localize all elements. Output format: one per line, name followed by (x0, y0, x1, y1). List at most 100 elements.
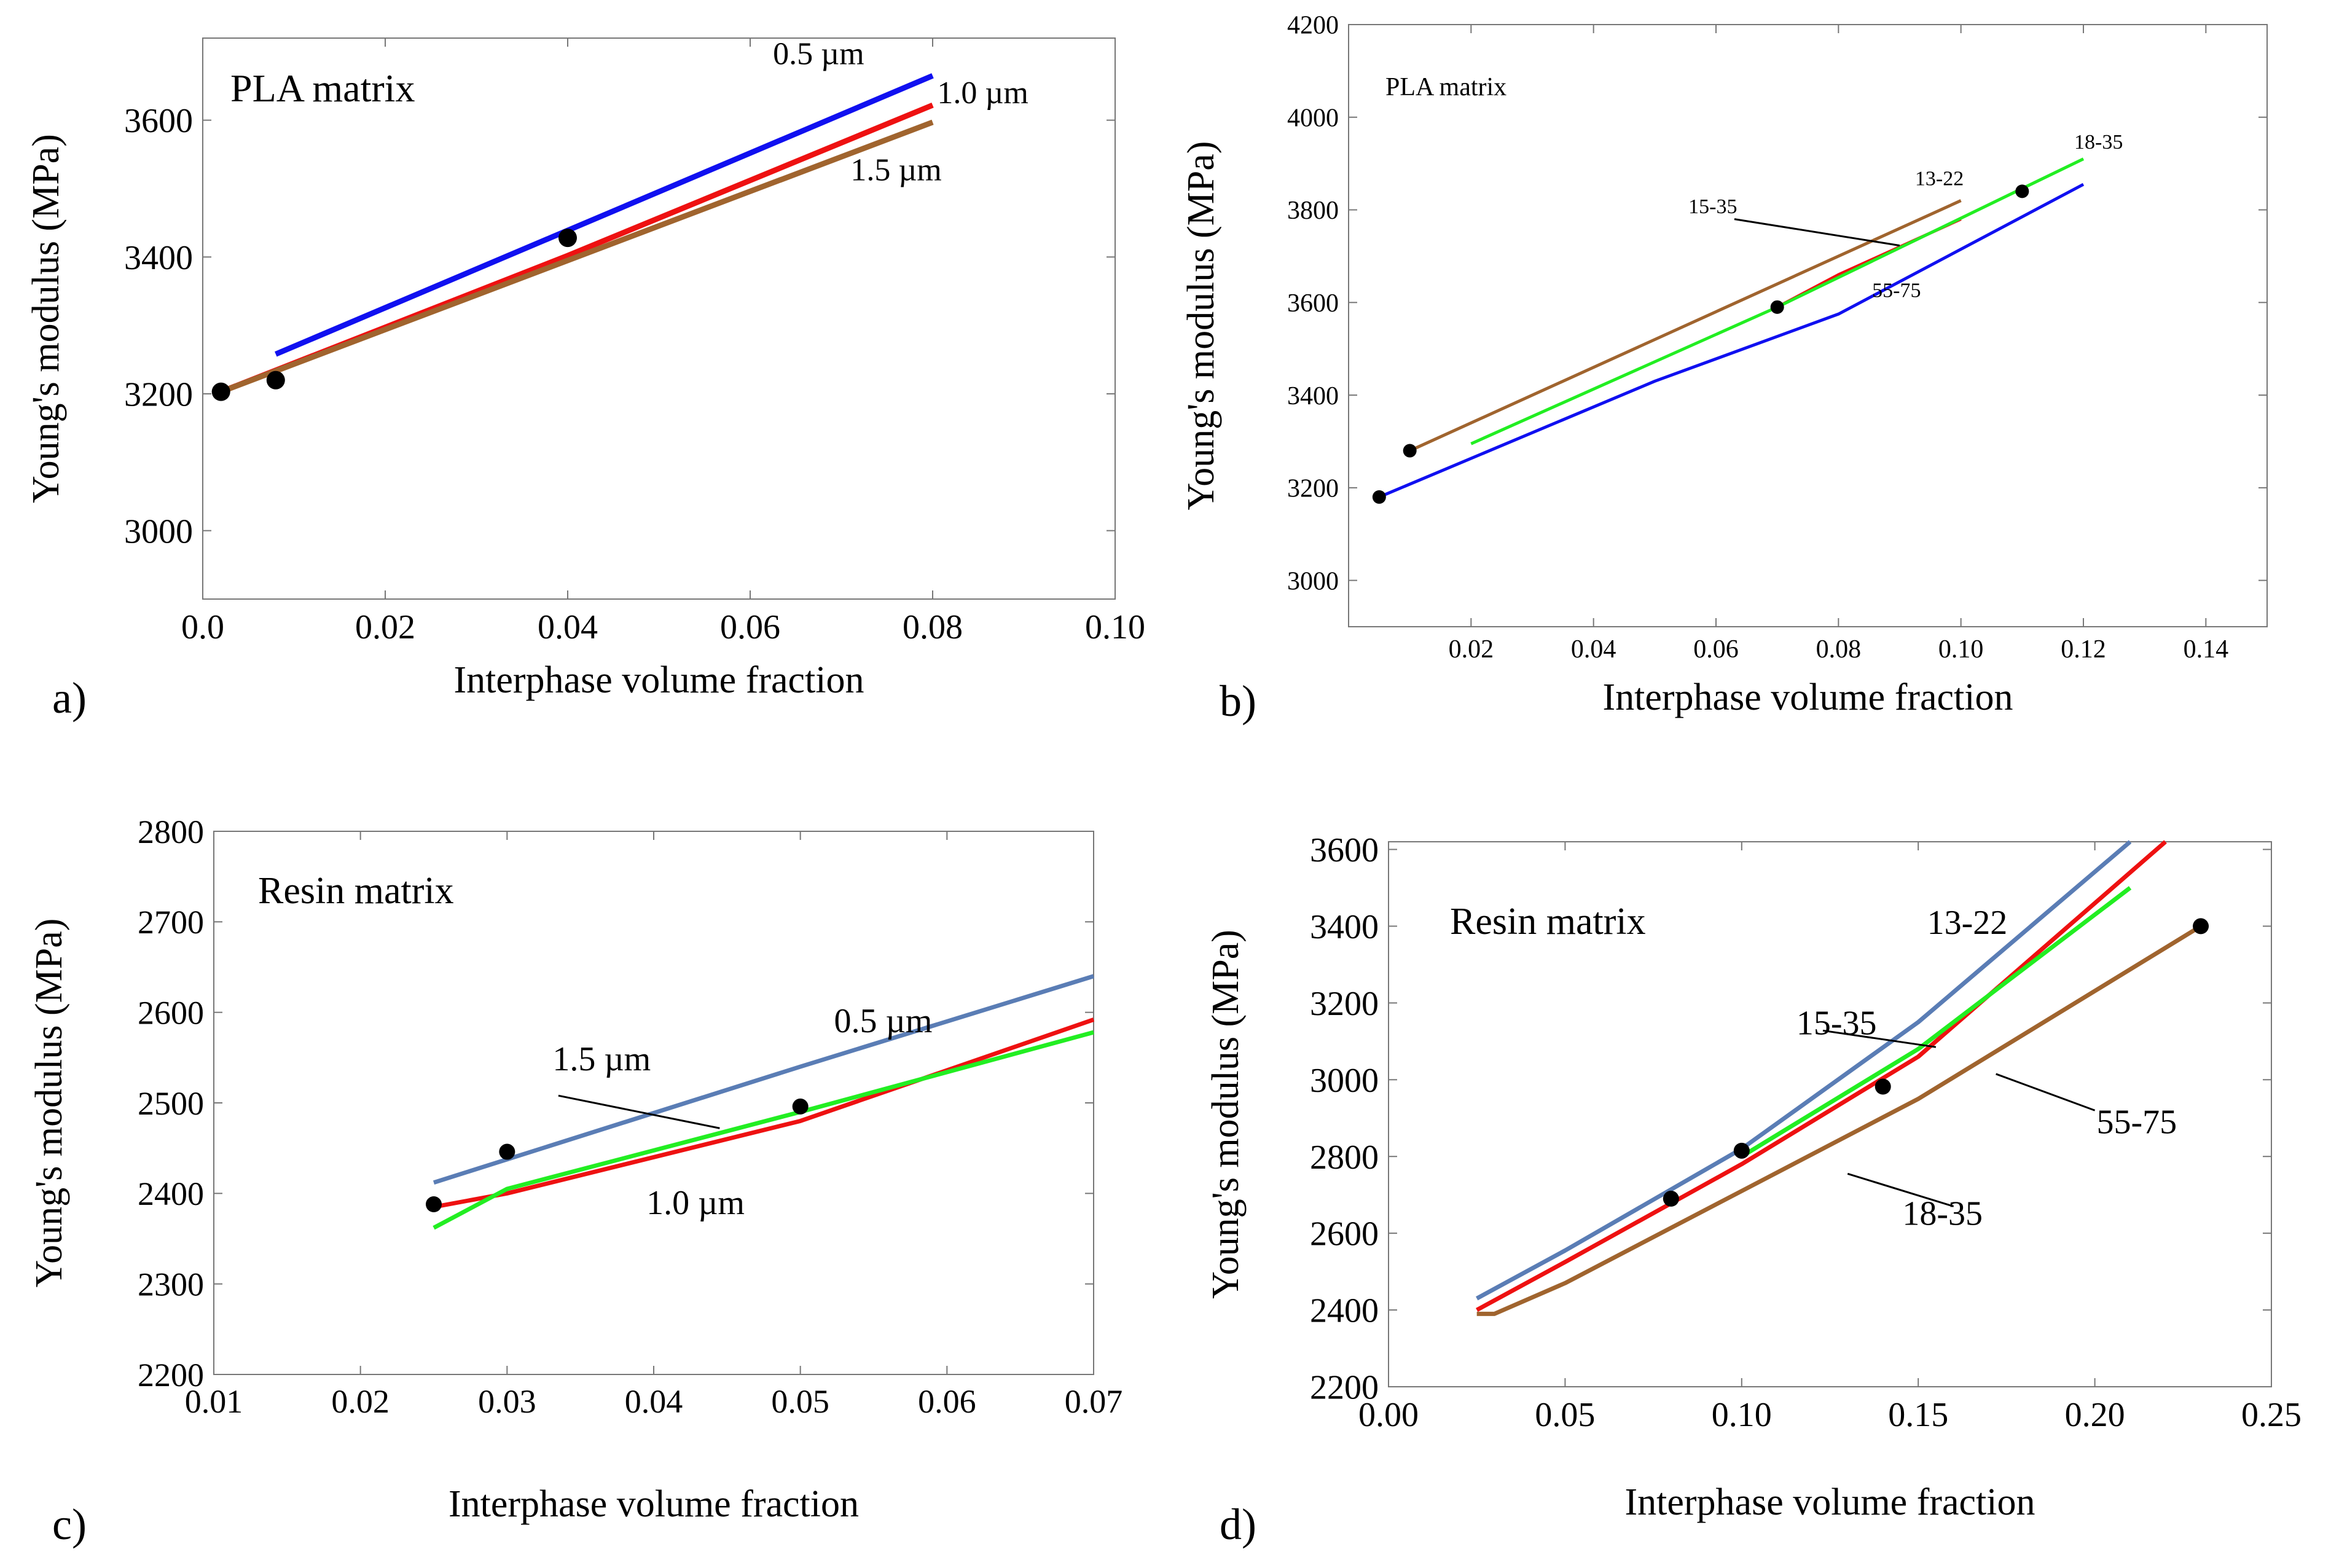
x-tick-label: 0.05 (771, 1383, 829, 1420)
x-tick-label: 0.15 (1888, 1396, 1948, 1434)
data-point (1770, 300, 1784, 314)
x-tick-label: 0.10 (1712, 1396, 1772, 1434)
matrix-annotation: Resin matrix (258, 870, 454, 912)
chart-d: 0.00 0.05 0.10 0.15 0.20 0.25 2200 2400 2600 2800… (1205, 831, 2302, 1549)
matrix-annotation: Resin matrix (1450, 901, 1646, 943)
leader-line (558, 1094, 720, 1129)
x-tick-label: 0.06 (720, 608, 780, 646)
x-tick-label: 0.03 (478, 1383, 536, 1420)
data-point (558, 229, 577, 248)
matrix-annotation: PLA matrix (230, 66, 415, 110)
data-point (2193, 918, 2209, 935)
x-tick-label: 0.04 (625, 1383, 683, 1420)
panel-label: b) (1220, 676, 1256, 726)
series-line-55-75 (1378, 182, 2085, 499)
panel-label: a) (52, 673, 87, 723)
data-point (1733, 1142, 1750, 1159)
data-point (792, 1098, 809, 1115)
chart-b: 0.02 0.04 0.06 0.08 0.10 0.12 0.14 3000 3200 3400… (1180, 12, 2268, 726)
plot-frame (1348, 24, 2268, 627)
y-tick-label: 2500 (138, 1085, 204, 1122)
series-line-1-0-m (433, 1017, 1095, 1209)
data-point (2015, 184, 2029, 198)
x-tick-label: 0.14 (2184, 635, 2229, 664)
matrix-annotation: PLA matrix (1385, 73, 1506, 101)
leader-line (1996, 1073, 2096, 1111)
y-tick-label: 3200 (124, 376, 193, 414)
series-label: 1.5 µm (552, 1040, 651, 1078)
leader-line (1734, 218, 1900, 247)
chart-a: 0.0 0.02 0.04 0.06 0.08 0.10 3000 3200 3400 3600 Y… (25, 36, 1145, 723)
x-tick-label: 0.02 (331, 1383, 390, 1420)
y-axis-label: Young's modulus (MPa) (25, 134, 67, 503)
y-tick-label: 3400 (124, 239, 193, 277)
x-tick-label: 0.06 (918, 1383, 976, 1420)
x-tick-label: 0.10 (1085, 608, 1145, 646)
x-axis-label: Interphase volume fraction (449, 1483, 859, 1525)
y-tick-label: 2600 (138, 995, 204, 1032)
x-tick-label: 0.02 (355, 608, 415, 646)
series-line-18-35 (1740, 886, 2132, 1159)
series-label: 1.5 µm (850, 153, 941, 188)
y-tick-label: 2400 (1310, 1292, 1379, 1330)
panel-label: c) (52, 1500, 87, 1549)
x-tick-label: 0.08 (903, 608, 963, 646)
y-tick-label: 3600 (1310, 831, 1379, 869)
x-tick-label: 0.07 (1065, 1383, 1123, 1420)
data-point (499, 1143, 515, 1160)
series-label: 1.0 µm (937, 76, 1028, 111)
data-point (1663, 1190, 1679, 1207)
series-line-0-5-m (275, 73, 934, 357)
y-tick-label: 3400 (1287, 382, 1339, 410)
x-tick-label: 0.02 (1449, 635, 1494, 664)
x-tick-label: 0.12 (2061, 635, 2106, 664)
x-tick-label: 0.10 (1938, 635, 1984, 664)
y-tick-label: 2200 (138, 1357, 204, 1394)
series-line-1-5-m (220, 119, 934, 394)
data-point (1372, 490, 1386, 504)
y-tick-label: 3400 (1310, 908, 1379, 946)
y-tick-label: 2400 (138, 1175, 204, 1212)
x-tick-label: 0.08 (1816, 635, 1862, 664)
series-label: 15-35 (1688, 195, 1737, 218)
y-tick-label: 4000 (1287, 104, 1339, 132)
y-tick-label: 2300 (138, 1266, 204, 1303)
y-tick-label: 3000 (124, 512, 193, 551)
x-tick-label: 0.05 (1535, 1396, 1595, 1434)
plot-frame (202, 37, 1116, 600)
series-line-0-5-m (433, 974, 1095, 1185)
y-tick-label: 3000 (1287, 567, 1339, 595)
x-tick-label: 0.01 (185, 1383, 243, 1420)
series-label: 0.5 µm (773, 36, 864, 71)
y-tick-label: 4200 (1287, 12, 1339, 40)
y-tick-label: 3200 (1287, 475, 1339, 503)
y-tick-label: 2800 (138, 813, 204, 850)
plot-frame (1388, 841, 2272, 1387)
x-tick-label: 0.20 (2065, 1396, 2125, 1434)
x-axis-label: Interphase volume fraction (1625, 1481, 2035, 1523)
x-tick-label: 0.25 (2241, 1396, 2302, 1434)
series-line-1-5-m (433, 1030, 1094, 1230)
y-tick-label: 2800 (1310, 1139, 1379, 1177)
series-label: 1.0 µm (646, 1184, 745, 1222)
x-axis-label: Interphase volume fraction (1603, 676, 2013, 718)
data-point (266, 370, 285, 390)
leader-line (1822, 1029, 1937, 1048)
y-axis-label: Young's modulus (MPa) (28, 919, 70, 1288)
series-line-55-75 (1476, 924, 2202, 1316)
chart-c: 0.01 0.02 0.03 0.04 0.05 0.06 0.07 2200 2300 2400… (28, 813, 1122, 1549)
series-line-13-22 (1409, 199, 1962, 452)
x-axis-label: Interphase volume fraction (454, 659, 864, 701)
y-tick-label: 2200 (1310, 1369, 1379, 1407)
y-tick-label: 2700 (138, 904, 204, 941)
y-axis-label: Young's modulus (MPa) (1180, 141, 1222, 511)
y-tick-label: 3000 (1310, 1062, 1379, 1100)
y-tick-label: 3200 (1310, 985, 1379, 1023)
series-label: 18-35 (2074, 131, 2123, 154)
plot-frame (213, 831, 1094, 1375)
data-point (1403, 444, 1417, 458)
data-point (211, 382, 230, 401)
y-tick-label: 3600 (124, 102, 193, 140)
y-tick-label: 2600 (1310, 1215, 1379, 1253)
y-tick-label: 3600 (1287, 289, 1339, 318)
